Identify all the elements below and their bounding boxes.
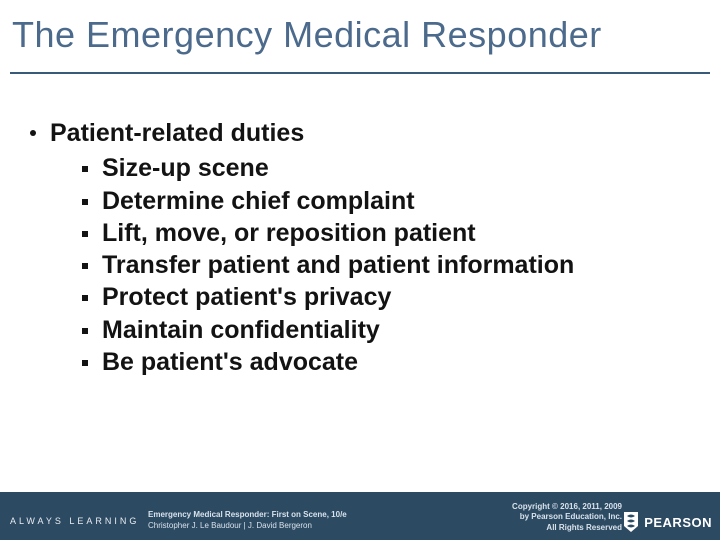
list-item: Be patient's advocate	[82, 347, 690, 378]
copyright-block: Copyright © 2016, 2011, 2009 by Pearson …	[512, 502, 622, 534]
list-item-text: Protect patient's privacy	[102, 282, 391, 313]
list-item-text: Transfer patient and patient information	[102, 250, 574, 281]
book-title: Emergency Medical Responder: First on Sc…	[148, 510, 347, 521]
book-citation: Emergency Medical Responder: First on Sc…	[148, 510, 347, 532]
list-item-text: Maintain confidentiality	[102, 315, 380, 346]
bullet-square-icon	[82, 231, 88, 237]
list-item-text: Be patient's advocate	[102, 347, 358, 378]
pearson-mark-icon	[622, 510, 640, 534]
list-item: Determine chief complaint	[82, 186, 690, 217]
title-underline	[10, 72, 710, 74]
pearson-logo: PEARSON	[622, 510, 712, 534]
bullet-level1: Patient-related duties	[30, 118, 690, 149]
list-item: Size-up scene	[82, 153, 690, 184]
bullet-square-icon	[82, 360, 88, 366]
list-item: Lift, move, or reposition patient	[82, 218, 690, 249]
bullet-square-icon	[82, 166, 88, 172]
bullet-dot-icon	[30, 130, 36, 136]
copyright-line: Copyright © 2016, 2011, 2009	[512, 502, 622, 513]
copyright-line: All Rights Reserved	[512, 523, 622, 534]
always-learning-text: ALWAYS LEARNING	[10, 516, 139, 526]
sub-bullets: Size-up scene Determine chief complaint …	[82, 153, 690, 378]
bullet-square-icon	[82, 199, 88, 205]
footer-bar: ALWAYS LEARNING Emergency Medical Respon…	[0, 492, 720, 540]
bullet-square-icon	[82, 263, 88, 269]
copyright-line: by Pearson Education, Inc.	[512, 512, 622, 523]
bullet-square-icon	[82, 328, 88, 334]
list-item-text: Size-up scene	[102, 153, 269, 184]
bullet-heading: Patient-related duties	[50, 118, 304, 149]
list-item-text: Lift, move, or reposition patient	[102, 218, 476, 249]
list-item: Transfer patient and patient information	[82, 250, 690, 281]
slide-title: The Emergency Medical Responder	[12, 14, 602, 56]
book-authors: Christopher J. Le Baudour | J. David Ber…	[148, 521, 347, 532]
pearson-wordmark: PEARSON	[644, 515, 712, 530]
list-item: Maintain confidentiality	[82, 315, 690, 346]
list-item-text: Determine chief complaint	[102, 186, 415, 217]
bullet-square-icon	[82, 295, 88, 301]
slide: The Emergency Medical Responder Patient-…	[0, 0, 720, 540]
slide-body: Patient-related duties Size-up scene Det…	[30, 118, 690, 379]
list-item: Protect patient's privacy	[82, 282, 690, 313]
